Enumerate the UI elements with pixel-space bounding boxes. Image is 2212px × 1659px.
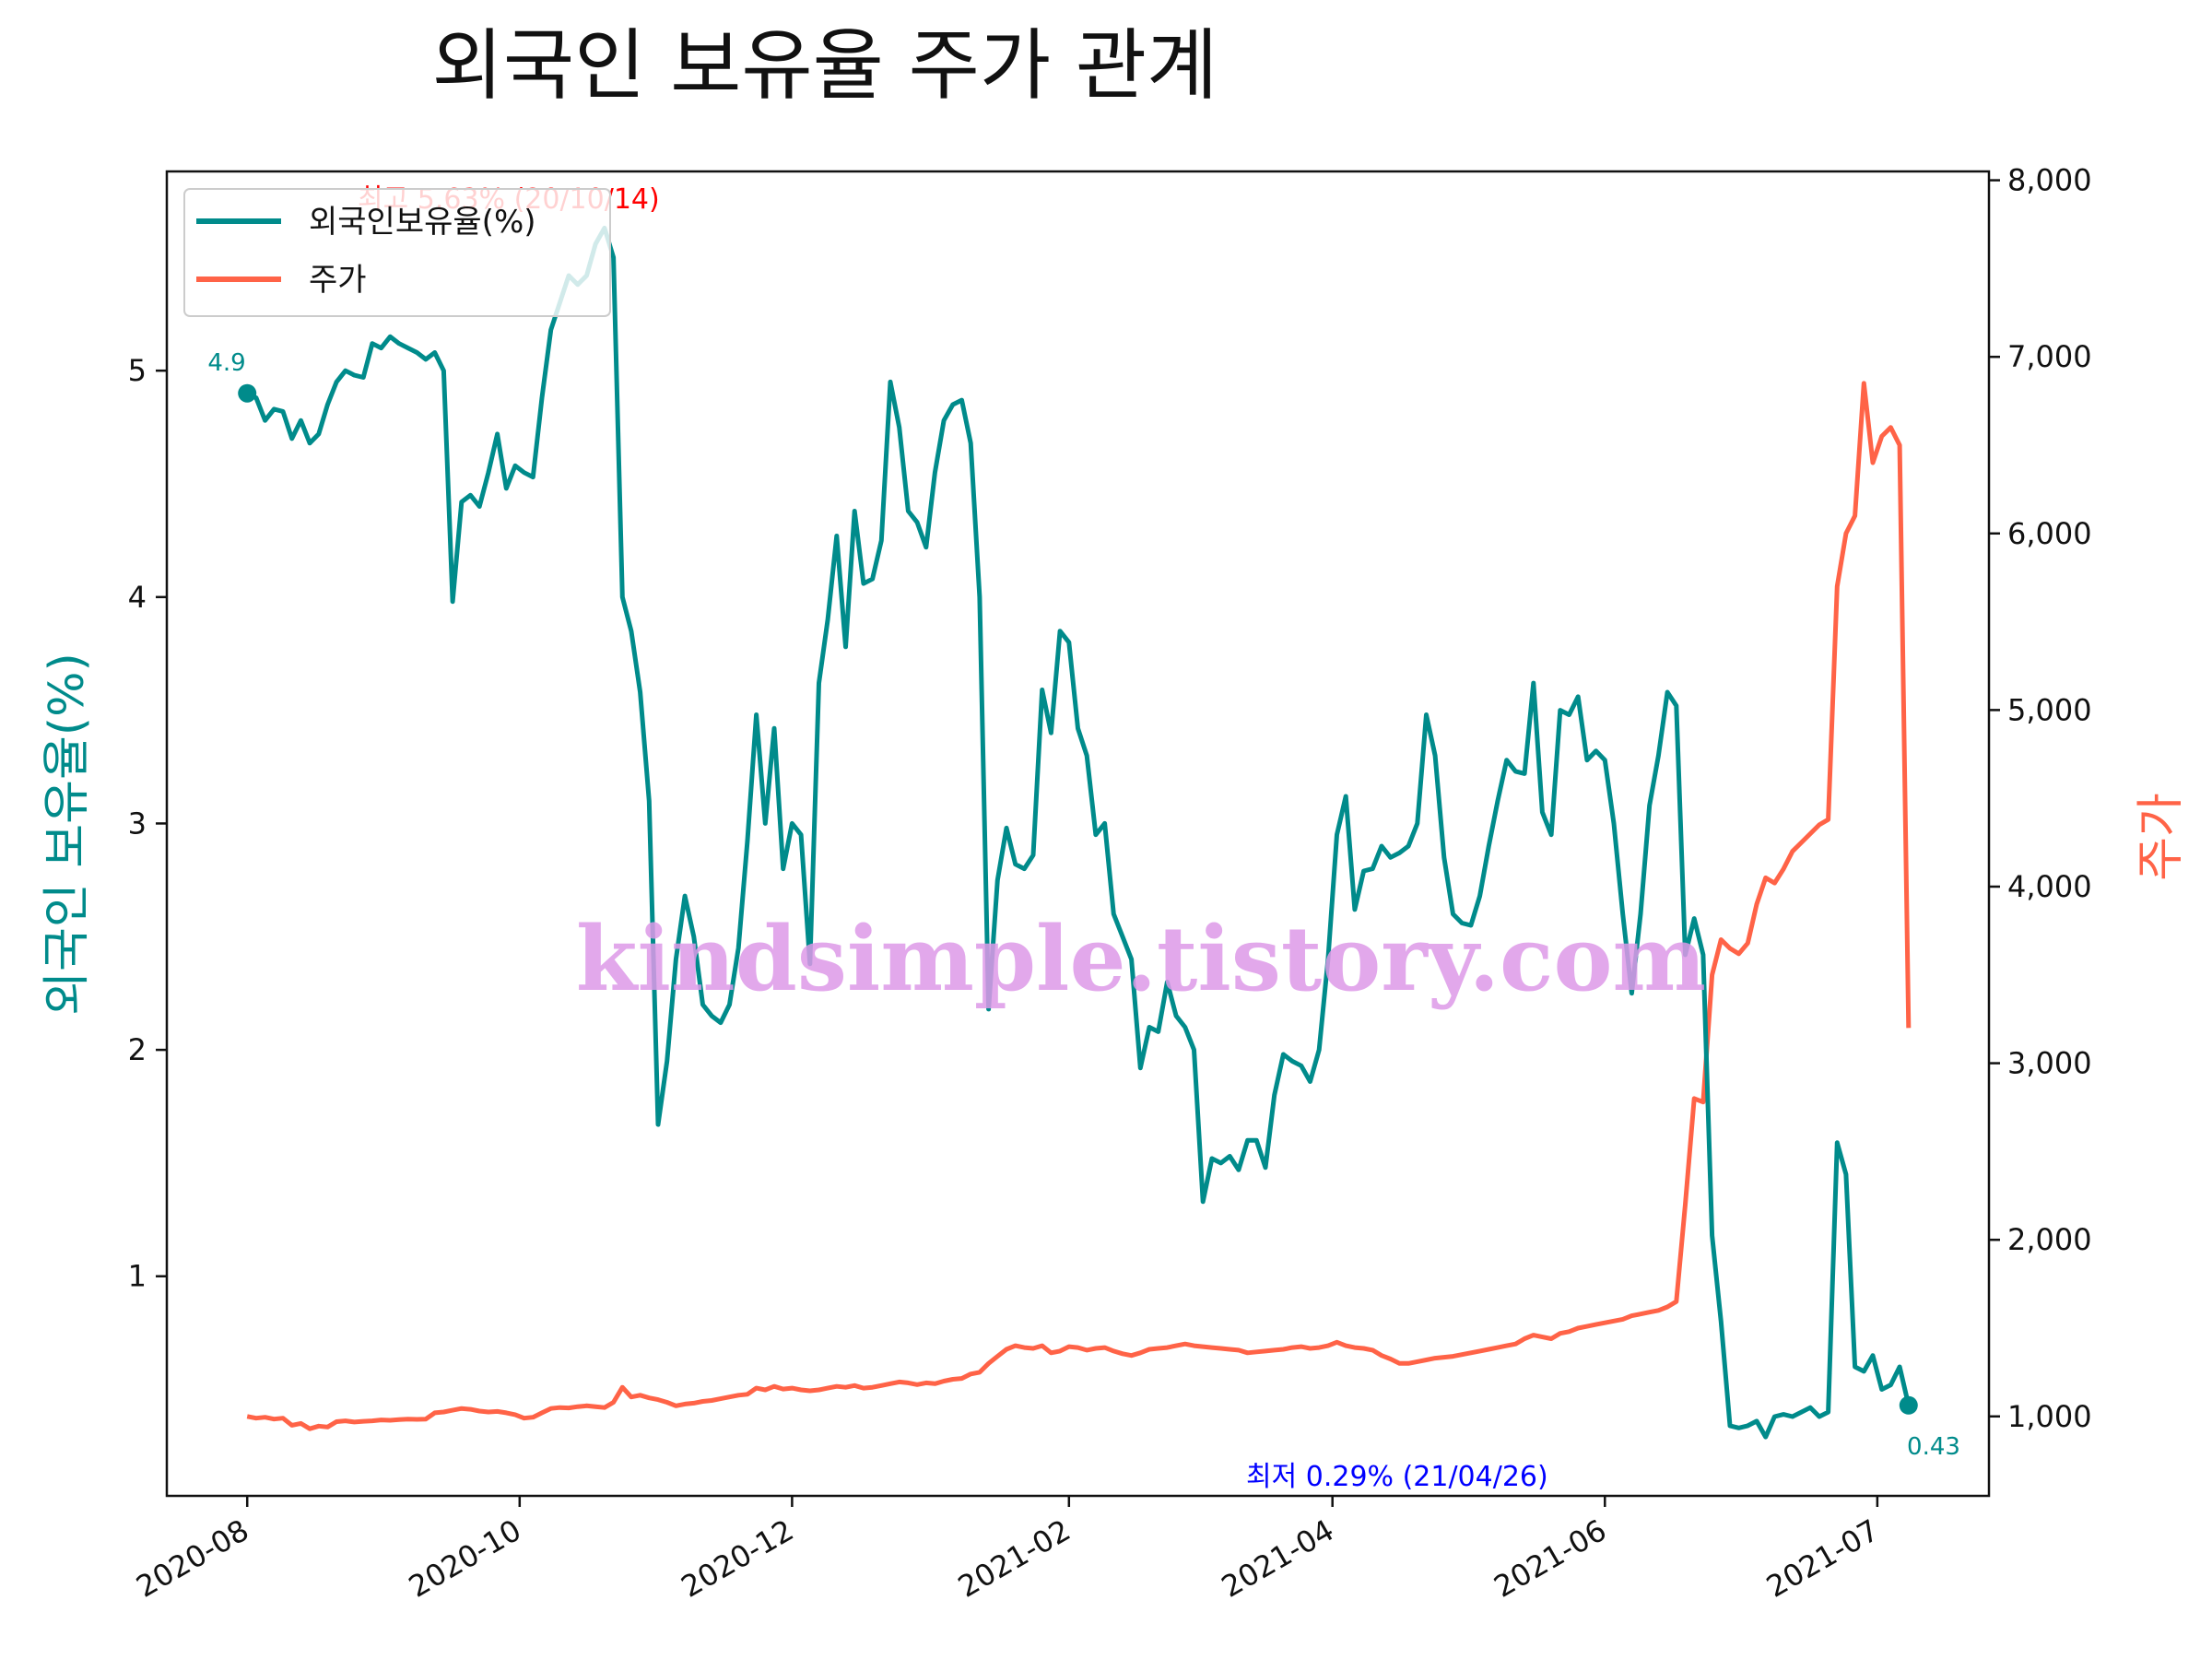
right-tick-label: 3,000 <box>2007 1046 2092 1081</box>
x-tick-label: 2021-07 <box>1760 1512 1885 1605</box>
right-axis-label: 주가 <box>2134 793 2189 881</box>
x-tick-label: 2021-02 <box>952 1512 1077 1605</box>
right-tick-label: 2,000 <box>2007 1222 2092 1257</box>
x-tick-label: 2020-08 <box>130 1512 254 1605</box>
right-tick-label: 8,000 <box>2007 163 2092 198</box>
chart-title: 외국인 보유율 주가 관계 <box>432 20 1218 111</box>
x-tick-label: 2020-10 <box>403 1512 527 1605</box>
end-point-marker <box>1899 1395 1918 1415</box>
right-tick-label: 1,000 <box>2007 1399 2092 1434</box>
legend-label-price: 주가 <box>309 262 367 299</box>
legend: 외국인보유율(%) 주가 <box>183 188 611 317</box>
legend-label-foreign: 외국인보유율(%) <box>309 204 536 241</box>
end-value-label: 0.43 <box>1907 1433 1960 1461</box>
left-tick-label: 3 <box>128 806 147 841</box>
right-tick-label: 6,000 <box>2007 516 2092 551</box>
legend-box <box>183 188 611 317</box>
plot-frame <box>165 170 1991 1498</box>
series-layer <box>246 225 1912 1440</box>
left-tick-label: 4 <box>128 580 147 615</box>
marker-layer <box>238 383 1918 1415</box>
right-tick-label: 5,000 <box>2007 692 2092 727</box>
x-tick-label: 2021-04 <box>1216 1512 1340 1605</box>
right-tick-label: 4,000 <box>2007 869 2092 904</box>
x-tick-label: 2020-12 <box>676 1512 800 1605</box>
foreign-ratio-line <box>246 225 1912 1440</box>
watermark: kindsimple.tistory.com <box>576 907 1706 1011</box>
right-tick-label: 7,000 <box>2007 339 2092 374</box>
start-point-marker <box>238 383 257 403</box>
price-line <box>246 381 1912 1431</box>
left-tick-label: 5 <box>128 353 147 388</box>
min-annotation: 최저 0.29% (21/04/26) <box>1246 1461 1548 1493</box>
start-value-label: 4.9 <box>207 349 245 377</box>
x-tick-label: 2021-06 <box>1488 1512 1612 1605</box>
left-tick-label: 2 <box>128 1032 147 1067</box>
left-axis-label: 외국인 보유율(%) <box>40 653 95 1016</box>
left-tick-label: 1 <box>128 1259 147 1294</box>
